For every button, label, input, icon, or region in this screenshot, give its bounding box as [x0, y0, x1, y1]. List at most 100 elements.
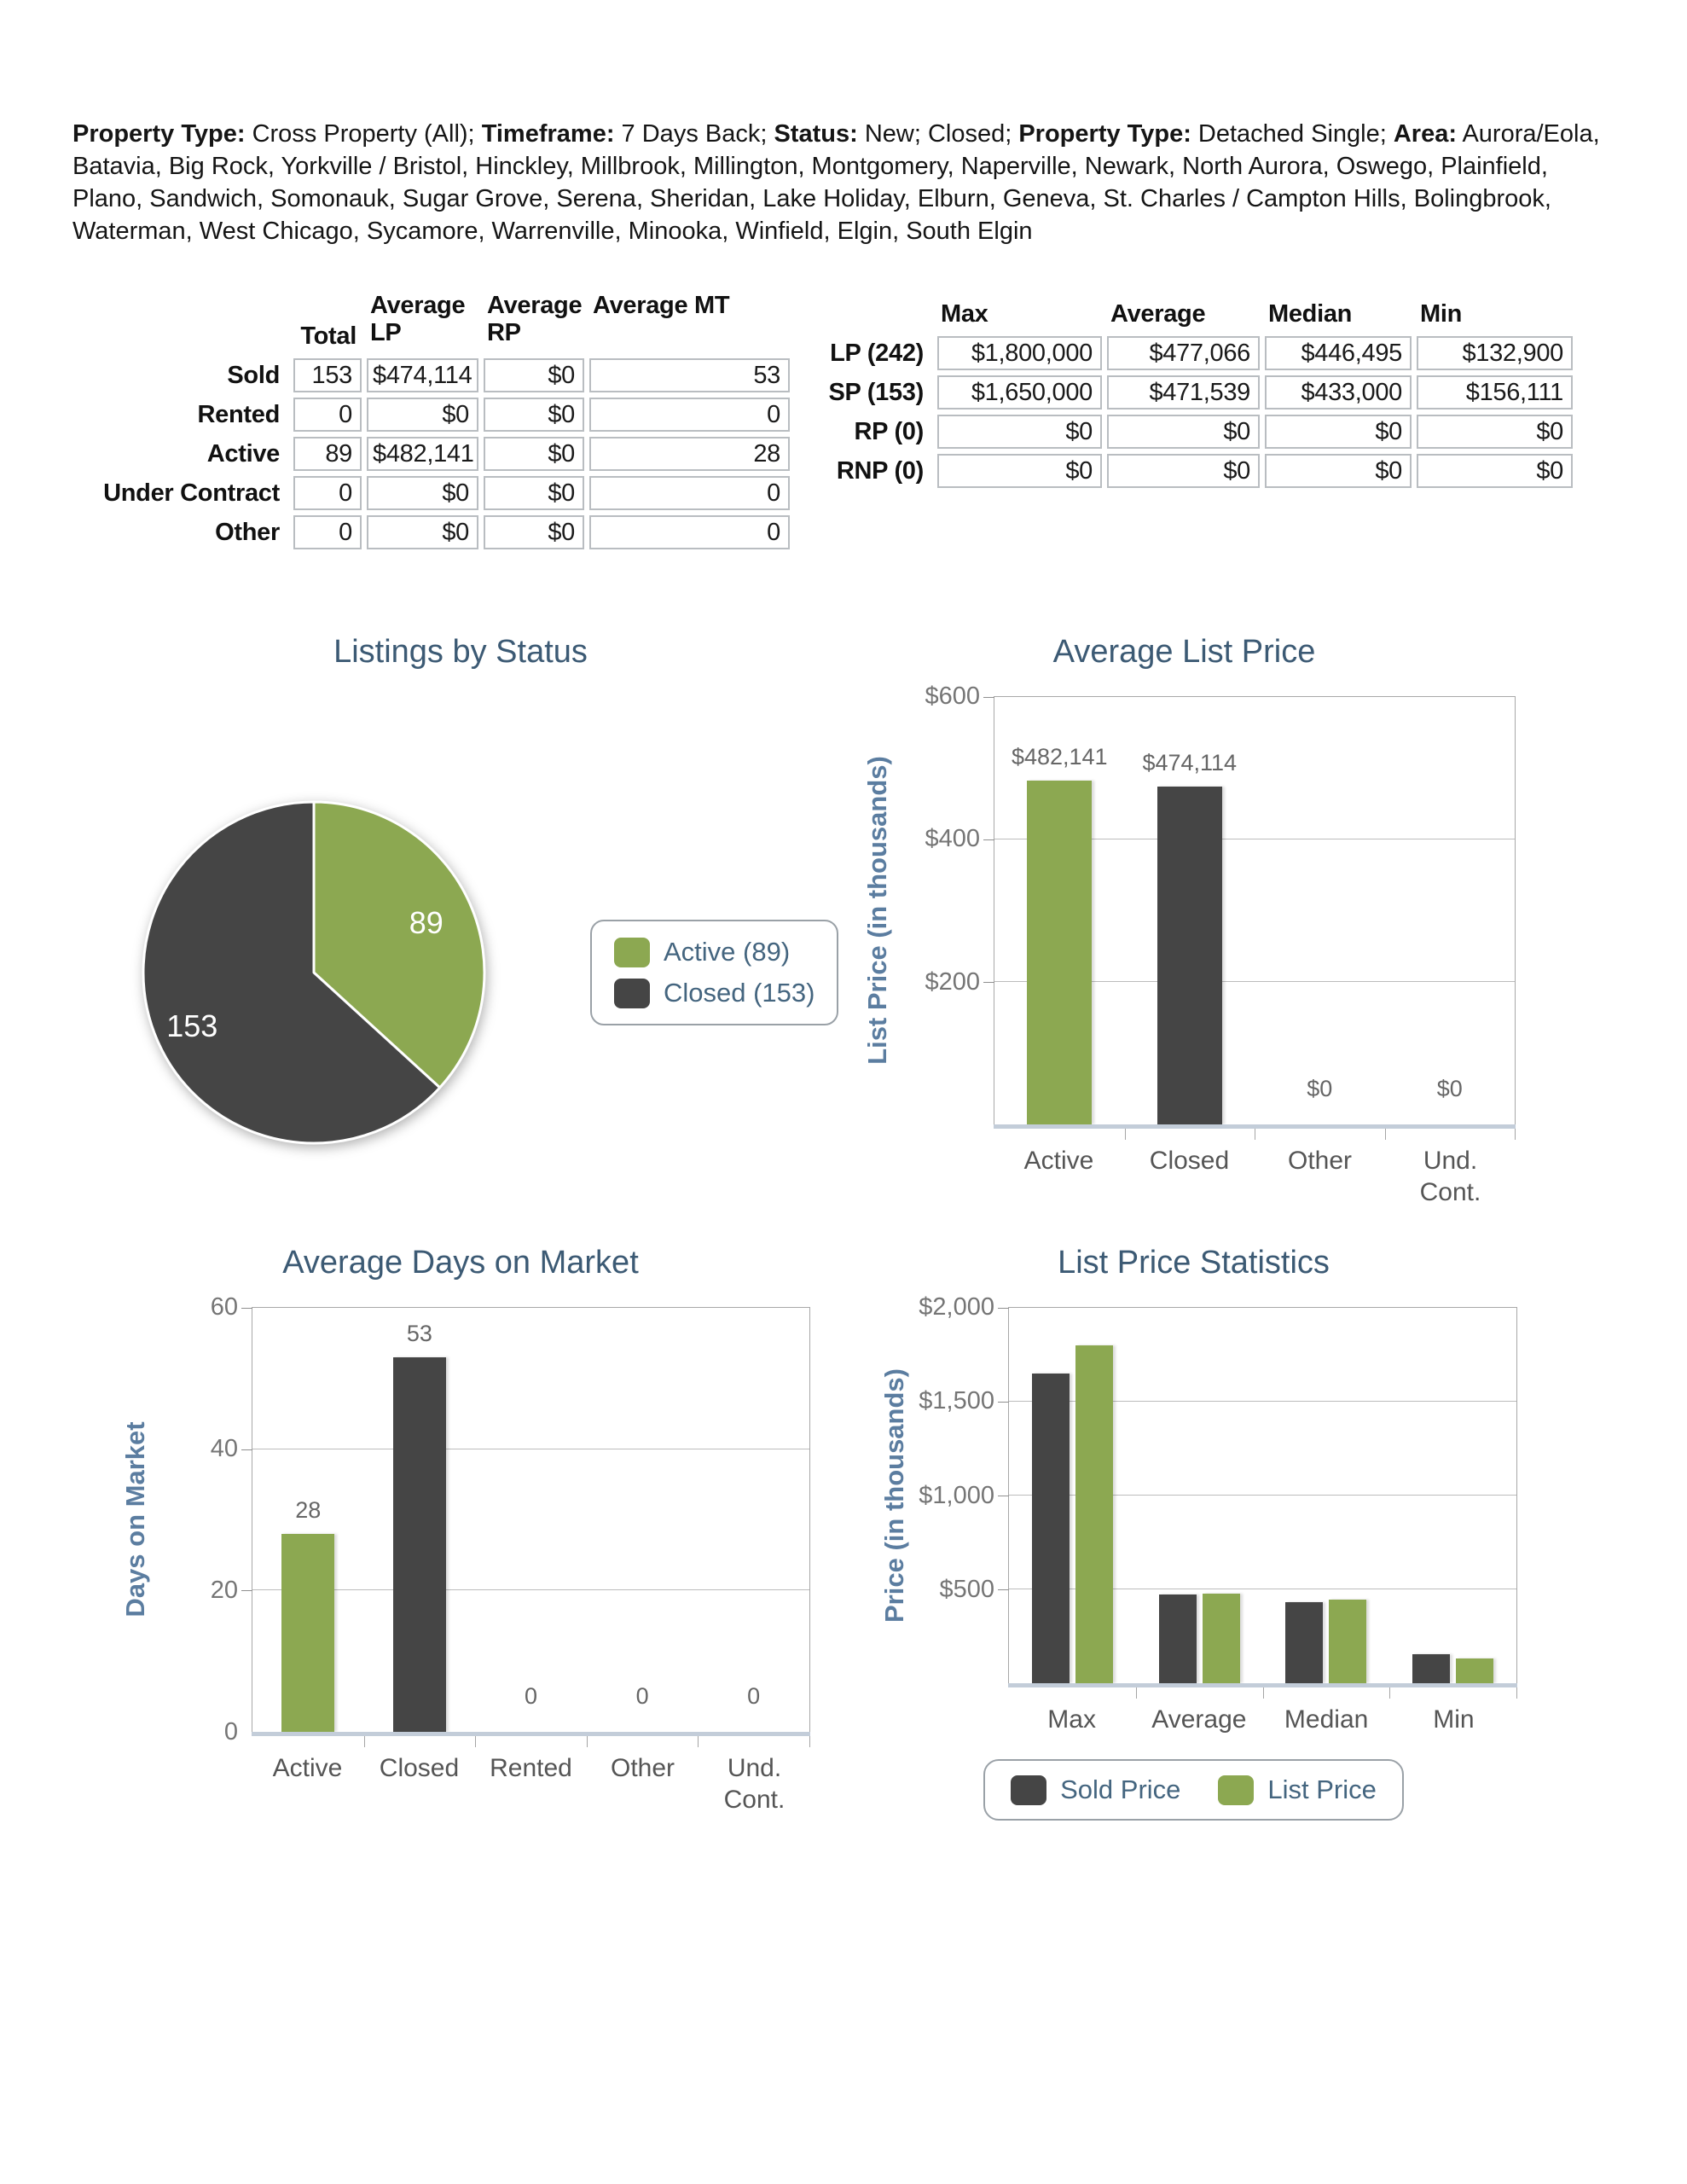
- x-category-label: Closed: [1124, 1145, 1255, 1208]
- y-tick-label: 20: [210, 1577, 238, 1605]
- table-cell: $482,141: [367, 437, 478, 471]
- legend-swatch-icon: [614, 978, 650, 1008]
- category-slot: 0: [475, 1308, 587, 1732]
- pie-value-label-active: 89: [409, 905, 443, 940]
- x-category-label-text: Other: [610, 1754, 675, 1782]
- category-slot: $482,141: [994, 697, 1125, 1124]
- x-category-label: Average: [1135, 1704, 1262, 1735]
- table-corner: [101, 292, 288, 353]
- y-tick-label: $200: [925, 967, 980, 996]
- pie-area: 89 153 Active (89) Closed (153): [85, 696, 839, 1242]
- category-slot: [1009, 1308, 1136, 1683]
- table-cell: $156,111: [1417, 375, 1573, 410]
- y-tick-label: 40: [210, 1435, 238, 1463]
- criteria-label: Timeframe:: [481, 120, 615, 148]
- category-slot: 0: [698, 1308, 809, 1732]
- bar: [281, 1534, 335, 1732]
- chart-title: List Price Statistics: [1058, 1245, 1330, 1281]
- y-axis-ticks: 0 20 40 60: [160, 1293, 252, 1745]
- y-tick-mark: [998, 1589, 1009, 1590]
- bar-slots: $482,141 $474,114 $0 $0: [994, 697, 1515, 1124]
- table-cell: 0: [293, 398, 362, 432]
- y-axis-title: Price (in thousands): [879, 1368, 909, 1623]
- category-slot: [1136, 1308, 1263, 1683]
- x-category-label: Closed: [363, 1752, 475, 1815]
- x-tick-mark: [809, 1736, 810, 1747]
- table-cell: $471,539: [1107, 375, 1260, 410]
- x-tick-mark: [1384, 1129, 1386, 1140]
- plot-area: [998, 1307, 1517, 1699]
- bar-value-label: 0: [635, 1683, 649, 1709]
- bar: [1157, 787, 1222, 1124]
- table-cell: $0: [937, 415, 1102, 449]
- table-cell: $0: [484, 476, 584, 510]
- legend-swatch-icon: [1218, 1774, 1255, 1805]
- legend-item: Sold Price: [1011, 1774, 1180, 1805]
- table-cell: $0: [1417, 415, 1573, 449]
- column-header: Average RP: [487, 292, 583, 346]
- x-category-label-text: Median: [1284, 1705, 1369, 1734]
- chart-legend-row: Sold Price List Price: [870, 1759, 1517, 1821]
- x-tick-mark: [1515, 1129, 1516, 1140]
- x-category-label: Rented: [475, 1752, 587, 1815]
- pie-legend: Active (89) Closed (153): [590, 920, 839, 1025]
- chart-title: Average Days on Market: [282, 1245, 639, 1281]
- table-cell: $0: [484, 398, 584, 432]
- x-tick-mark: [475, 1736, 477, 1747]
- y-tick-mark: [983, 839, 994, 841]
- table-cell: 28: [589, 437, 790, 471]
- gridline: [1009, 1495, 1516, 1496]
- table-cell: $433,000: [1265, 375, 1412, 410]
- table-cell: 0: [589, 515, 790, 549]
- criteria-label: Property Type:: [72, 120, 246, 148]
- x-category-label: Other: [1255, 1145, 1385, 1208]
- x-category-label: Active: [252, 1752, 363, 1815]
- y-axis-ticks: $500 $1,000 $1,500 $2,000: [919, 1293, 1008, 1683]
- category-slot: $0: [1385, 697, 1516, 1124]
- x-category-label-text: Active: [272, 1754, 343, 1782]
- bar-value-label: $0: [1436, 1076, 1463, 1101]
- y-tick-label: 60: [210, 1293, 238, 1321]
- x-tick-mark: [586, 1736, 588, 1747]
- table-cell: 0: [293, 515, 362, 549]
- bar: [1031, 1374, 1070, 1683]
- table-cell: $0: [367, 515, 478, 549]
- legend-swatch-icon: [614, 937, 650, 967]
- x-category-label: Min: [1390, 1704, 1517, 1735]
- category-slot: $0: [1255, 697, 1385, 1124]
- x-tick-mark: [1389, 1687, 1391, 1699]
- table-cell: $0: [1265, 454, 1412, 488]
- category-slot: [1263, 1308, 1390, 1683]
- bar-value-label: $0: [1307, 1076, 1333, 1101]
- y-tick-label: $2,000: [919, 1293, 994, 1321]
- table-cell: $132,900: [1417, 336, 1573, 370]
- x-axis-labels: Active Closed Rented Other Und. Cont.: [252, 1752, 810, 1815]
- table-cell: $1,800,000: [937, 336, 1102, 370]
- gridline: [252, 1589, 809, 1591]
- table-cell: 89: [293, 437, 362, 471]
- x-tick-mark: [1135, 1687, 1137, 1699]
- table-cell: 53: [589, 358, 790, 392]
- listings-pie: 89 153: [142, 800, 486, 1145]
- category-slot: 0: [587, 1308, 699, 1732]
- row-label: Under Contract: [103, 479, 280, 507]
- chart-body: Price (in thousands) $500 $1,000 $1,500 $2,…: [870, 1293, 1517, 1735]
- table-cell: $0: [484, 515, 584, 549]
- y-tick-label: 0: [223, 1718, 238, 1745]
- bar: [392, 1356, 446, 1732]
- criteria-label: Status:: [774, 120, 858, 148]
- x-tick-mark: [363, 1736, 365, 1747]
- y-axis-ticks: $200 $400 $600: [902, 682, 994, 1124]
- y-tick-label: $1,500: [919, 1387, 994, 1415]
- bar: [1075, 1345, 1113, 1683]
- table-cell: $446,495: [1265, 336, 1412, 370]
- category-slot: [1389, 1308, 1516, 1683]
- table-cell: $0: [484, 437, 584, 471]
- legend-label: Sold Price: [1060, 1774, 1181, 1804]
- y-tick-label: $1,000: [919, 1481, 994, 1509]
- chart-body: List Price (in thousands) $200 $400 $600 $…: [853, 682, 1516, 1208]
- column-header: Median: [1268, 300, 1353, 328]
- column-header: Average MT: [593, 292, 730, 319]
- bar-value-label: 28: [295, 1497, 322, 1524]
